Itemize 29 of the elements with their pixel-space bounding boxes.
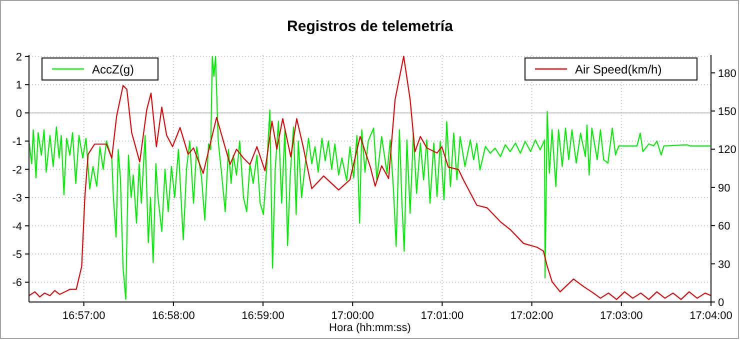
legend-label: AccZ(g) <box>92 62 134 76</box>
y-tick-label: -3 <box>12 192 22 205</box>
y2-tick-label: 30 <box>718 258 730 271</box>
y2-tick-label: 150 <box>718 106 736 118</box>
chart-title: Registros de telemetría <box>287 18 454 35</box>
y-tick-label: -1 <box>12 136 22 148</box>
x-tick-label: 16:57:00 <box>62 310 106 322</box>
x-tick-label: 17:00:00 <box>331 310 374 322</box>
x-tick-label: 17:02:00 <box>510 310 554 322</box>
legend-label: Air Speed(km/h) <box>575 62 662 76</box>
y-tick-label: -5 <box>12 249 22 262</box>
y-tick-label: -6 <box>12 277 22 290</box>
x-tick-label: 17:04:00 <box>690 310 732 322</box>
y2-tick-label: 0 <box>718 297 724 309</box>
y-tick-label: 0 <box>16 108 22 120</box>
y-tick-label: -4 <box>12 220 22 233</box>
y-tick-label: 2 <box>16 51 22 64</box>
y-tick-label: 1 <box>16 80 22 92</box>
x-tick-label: 16:58:00 <box>152 310 195 322</box>
x-tick-label: 17:03:00 <box>600 310 643 322</box>
y2-tick-label: 180 <box>718 68 736 80</box>
x-tick-label: 17:01:00 <box>420 310 464 322</box>
y2-tick-label: 90 <box>718 182 730 194</box>
x-axis-title: Hora (hh:mm:ss) <box>329 322 411 334</box>
x-tick-label: 16:59:00 <box>242 310 284 322</box>
line-series <box>28 56 712 300</box>
y2-tick-label: 120 <box>718 144 736 156</box>
y-tick-label: -2 <box>12 164 22 176</box>
y2-tick-label: 60 <box>718 220 730 233</box>
